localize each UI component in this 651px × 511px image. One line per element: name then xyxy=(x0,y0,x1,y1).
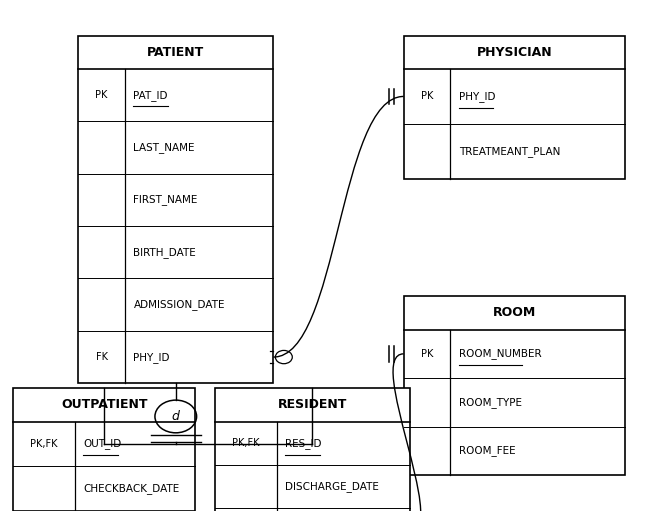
Bar xyxy=(13,388,195,511)
Text: ROOM_NUMBER: ROOM_NUMBER xyxy=(459,349,542,359)
Text: PK,FK: PK,FK xyxy=(232,438,260,448)
Text: d: d xyxy=(172,410,180,423)
Text: RESIDENT: RESIDENT xyxy=(278,399,347,411)
Bar xyxy=(404,296,625,475)
Bar xyxy=(78,36,273,383)
Text: PHY_ID: PHY_ID xyxy=(133,352,170,362)
Text: LAST_NAME: LAST_NAME xyxy=(133,142,195,153)
Text: FK: FK xyxy=(96,352,107,362)
Text: PHY_ID: PHY_ID xyxy=(459,91,495,102)
Text: TREATMEANT_PLAN: TREATMEANT_PLAN xyxy=(459,146,561,157)
Text: RES_ID: RES_ID xyxy=(285,438,322,449)
Text: PHYSICIAN: PHYSICIAN xyxy=(477,46,552,59)
Text: CHECKBACK_DATE: CHECKBACK_DATE xyxy=(83,483,180,494)
Text: PK,FK: PK,FK xyxy=(30,439,58,449)
Text: FIRST_NAME: FIRST_NAME xyxy=(133,195,198,205)
Bar xyxy=(404,36,625,179)
Text: ADMISSION_DATE: ADMISSION_DATE xyxy=(133,299,225,310)
Text: DISCHARGE_DATE: DISCHARGE_DATE xyxy=(285,481,379,492)
Text: PK: PK xyxy=(421,91,434,102)
Text: ROOM_FEE: ROOM_FEE xyxy=(459,446,516,456)
Text: ROOM: ROOM xyxy=(493,307,536,319)
Bar xyxy=(215,388,410,511)
Text: PAT_ID: PAT_ID xyxy=(133,90,168,101)
Text: PATIENT: PATIENT xyxy=(147,46,204,59)
Text: OUTPATIENT: OUTPATIENT xyxy=(61,399,147,411)
Text: PK: PK xyxy=(421,349,434,359)
Text: ROOM_TYPE: ROOM_TYPE xyxy=(459,397,522,408)
Text: BIRTH_DATE: BIRTH_DATE xyxy=(133,247,196,258)
Text: OUT_ID: OUT_ID xyxy=(83,438,122,449)
Text: PK: PK xyxy=(95,90,108,100)
